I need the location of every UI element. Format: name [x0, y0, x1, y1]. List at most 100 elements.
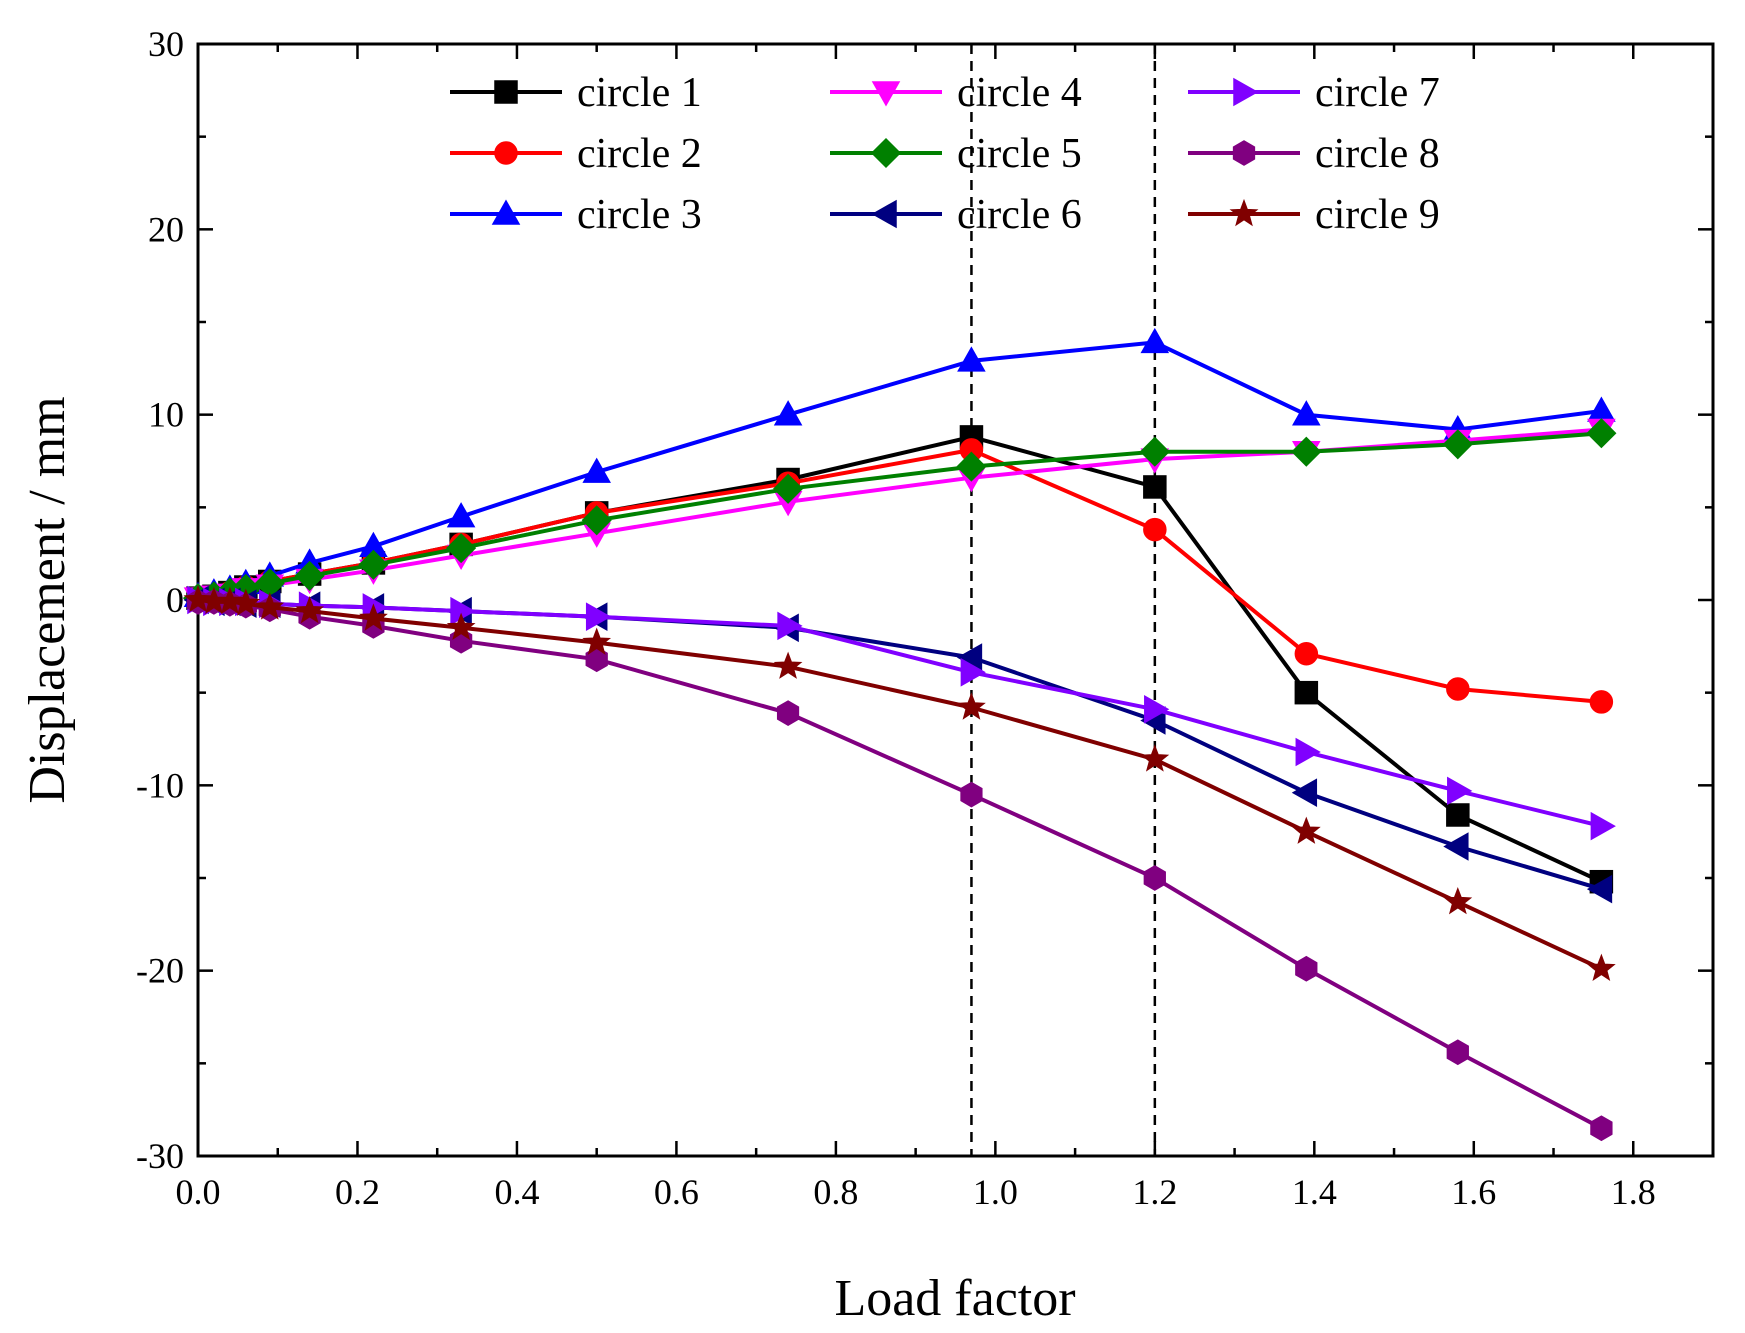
y-tick-label: 30 — [148, 24, 184, 64]
data-point-circle-1 — [1143, 475, 1167, 499]
legend-label: circle 1 — [577, 70, 702, 116]
data-point-circle-7 — [585, 602, 612, 631]
series-circle-7 — [187, 585, 1616, 841]
legend-label: circle 2 — [577, 131, 702, 177]
y-axis-title: Displacement / mm — [19, 396, 76, 803]
legend-swatch-marker — [1232, 140, 1256, 166]
data-point-circle-9 — [295, 595, 325, 624]
axis-ticks — [196, 42, 1713, 1158]
data-point-circle-2 — [1294, 641, 1319, 666]
data-point-circle-3 — [582, 457, 611, 483]
legend-swatch-marker — [494, 80, 518, 104]
y-tick-label: -20 — [136, 951, 184, 991]
legend-swatch-marker — [491, 199, 521, 225]
data-point-circle-8 — [960, 781, 983, 808]
data-point-circle-5 — [1586, 418, 1617, 449]
legend-swatch-marker — [1233, 77, 1259, 107]
data-point-circle-3 — [1140, 327, 1170, 354]
series-circle-6 — [183, 585, 1613, 904]
x-tick-label: 0.0 — [176, 1172, 221, 1212]
data-point-circle-9 — [1140, 744, 1170, 772]
y-tick-label: 0 — [166, 580, 184, 620]
data-point-circle-9 — [215, 586, 245, 615]
legend-item-circle-2: circle 2 — [450, 131, 702, 177]
legend-swatch-marker — [871, 199, 897, 229]
reference-lines — [970, 44, 1157, 1156]
data-point-circle-6 — [1586, 874, 1613, 904]
legend-item-circle-6: circle 6 — [830, 192, 1082, 238]
x-tick-label: 1.4 — [1292, 1172, 1337, 1212]
data-point-circle-9 — [183, 584, 213, 613]
data-point-circle-5 — [773, 473, 804, 504]
legend-item-circle-1: circle 1 — [450, 70, 702, 116]
x-tick-label: 1.2 — [1132, 1172, 1177, 1212]
y-tick-label: -30 — [136, 1136, 184, 1176]
data-point-circle-9 — [446, 612, 476, 641]
data-point-circle-2 — [1446, 677, 1470, 701]
y-tick-label: -10 — [136, 765, 184, 805]
data-point-circle-8 — [585, 646, 608, 673]
series-layer — [182, 327, 1617, 1142]
y-tick-label: 20 — [148, 209, 184, 249]
data-point-circle-3 — [1587, 396, 1616, 422]
legend-label: circle 9 — [1315, 192, 1440, 238]
data-point-circle-7 — [1590, 811, 1616, 841]
series-line-circle-1 — [197, 434, 1603, 884]
data-point-circle-7 — [1144, 695, 1170, 724]
data-point-circle-3 — [773, 400, 803, 426]
series-line-circle-7 — [197, 598, 1602, 829]
legend-item-circle-7: circle 7 — [1188, 70, 1440, 116]
series-circle-5 — [182, 418, 1617, 614]
series-line-circle-8 — [198, 599, 1603, 1130]
data-point-circle-5 — [1291, 436, 1322, 467]
data-point-circle-9 — [359, 603, 388, 631]
data-point-circle-8 — [1143, 865, 1166, 891]
data-point-circle-5 — [581, 505, 612, 536]
y-tick-label: 10 — [148, 395, 184, 435]
legend-label: circle 7 — [1315, 70, 1440, 116]
data-point-circle-7 — [1295, 737, 1321, 767]
legend-label: circle 3 — [577, 192, 702, 238]
legend-swatch-marker — [871, 81, 901, 107]
series-circle-8 — [186, 589, 1613, 1142]
x-tick-label: 0.6 — [654, 1172, 699, 1212]
legend-label: circle 6 — [957, 192, 1082, 238]
legend-item-circle-8: circle 8 — [1188, 131, 1440, 177]
x-tick-label: 0.8 — [813, 1172, 858, 1212]
data-point-circle-9 — [1292, 816, 1321, 844]
series-line-circle-6 — [197, 598, 1602, 892]
x-tick-labels: 0.0 0.2 0.4 0.6 0.8 1.0 1.2 1.4 1.6 1.8 — [176, 1172, 1656, 1212]
legend-item-circle-9: circle 9 — [1188, 192, 1440, 238]
data-point-circle-5 — [956, 451, 987, 482]
data-point-circle-7 — [777, 611, 803, 641]
data-point-circle-9 — [231, 588, 261, 616]
data-point-circle-9 — [582, 627, 612, 655]
data-point-circle-5 — [294, 560, 325, 591]
data-point-circle-1 — [1446, 803, 1470, 827]
data-point-circle-5 — [1139, 436, 1170, 467]
data-point-circle-8 — [1446, 1039, 1469, 1066]
x-tick-label: 0.2 — [335, 1172, 380, 1212]
data-point-circle-5 — [446, 533, 477, 564]
legend-swatch-marker — [870, 137, 902, 169]
plot-frame — [196, 42, 1715, 1158]
legend-swatch-marker — [1229, 198, 1259, 227]
legend-item-circle-5: circle 5 — [830, 131, 1082, 177]
x-tick-label: 0.4 — [494, 1172, 539, 1212]
data-point-circle-8 — [1590, 1115, 1613, 1142]
data-point-circle-3 — [1292, 400, 1321, 426]
legend-item-circle-3: circle 3 — [450, 192, 702, 238]
legend: circle 1 circle 2 circle 3 circle 4 circle 5… — [450, 70, 1440, 238]
series-circle-9 — [183, 584, 1616, 982]
data-point-circle-9 — [1586, 953, 1616, 982]
legend-label: circle 5 — [957, 131, 1082, 177]
series-circle-2 — [186, 438, 1614, 714]
data-point-circle-5 — [1442, 429, 1473, 460]
series-line-circle-5 — [197, 431, 1602, 601]
data-point-circle-9 — [773, 651, 803, 679]
legend-label: circle 4 — [957, 70, 1082, 116]
y-tick-labels: -30 -20 -10 0 10 20 30 — [136, 24, 184, 1176]
data-point-circle-8 — [776, 700, 800, 726]
data-point-circle-3 — [957, 346, 986, 372]
